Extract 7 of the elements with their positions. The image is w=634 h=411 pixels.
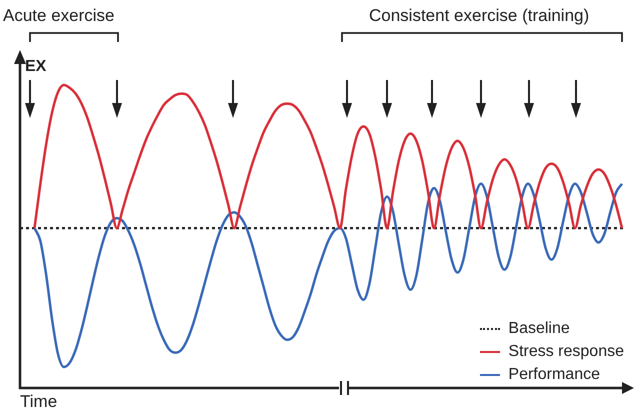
legend-label: Stress response — [508, 342, 624, 360]
text: Consistent exercise (training) — [369, 6, 590, 26]
text: Acute exercise — [3, 6, 114, 26]
x-axis-title: Time — [20, 392, 58, 411]
legend-label: Performance — [508, 366, 600, 384]
legend-label: Baseline — [508, 320, 570, 338]
y-axis-title: EX — [25, 58, 46, 76]
